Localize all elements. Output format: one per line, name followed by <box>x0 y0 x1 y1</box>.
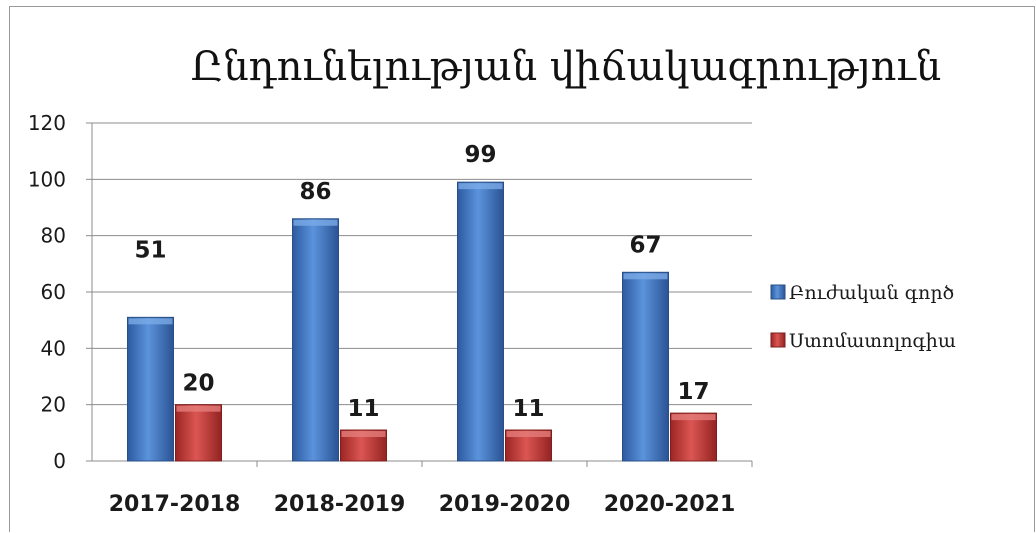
y-tick-label: 0 <box>53 449 66 473</box>
data-label: 86 <box>299 179 331 205</box>
data-label: 11 <box>512 396 544 422</box>
bar-top-highlight <box>341 431 386 438</box>
bar-top-highlight <box>176 405 221 412</box>
y-tick-label: 80 <box>41 224 66 248</box>
x-category-label: 2020-2021 <box>604 492 736 517</box>
y-tick-label: 60 <box>41 280 66 304</box>
bars <box>127 181 717 462</box>
data-label: 20 <box>182 371 214 397</box>
y-tick-label: 100 <box>28 167 66 191</box>
x-category-label: 2017-2018 <box>109 492 241 517</box>
legend-label: Ստոմատոլոգիա <box>789 330 956 352</box>
chart-frame <box>9 6 1035 532</box>
x-category-label: 2019-2020 <box>439 492 571 517</box>
bar-top-highlight <box>506 431 551 438</box>
bar-top-highlight <box>458 183 503 190</box>
bar-top-highlight <box>293 219 338 226</box>
bar-series-0 <box>127 316 174 462</box>
x-category-label: 2018-2019 <box>274 492 406 517</box>
data-label: 11 <box>347 396 379 422</box>
bar-top-highlight <box>671 414 716 421</box>
legend-swatch <box>770 332 786 348</box>
y-tick-label: 120 <box>28 111 66 135</box>
data-label: 17 <box>677 379 709 405</box>
data-label: 99 <box>464 142 496 168</box>
legend-label: Բուժական գործ <box>789 282 954 304</box>
data-labels: 51 20 86 11 99 11 67 17 <box>134 142 709 422</box>
chart-title: Ընդունելության վիճակագրություն <box>191 44 941 90</box>
bar-series-0 <box>457 181 504 462</box>
y-axis-ticks: 0 20 40 60 80 100 120 <box>28 111 66 473</box>
x-axis-categories: 2017-2018 2018-2019 2019-2020 2020-2021 <box>109 492 736 517</box>
y-tick-label: 20 <box>41 393 66 417</box>
bar-top-highlight <box>128 318 173 325</box>
legend: Բուժական գործ Ստոմատոլոգիա <box>770 282 956 352</box>
data-label: 67 <box>629 232 661 258</box>
y-tick-label: 40 <box>41 336 66 360</box>
bar-series-0 <box>292 218 339 462</box>
data-label: 51 <box>134 237 166 263</box>
legend-swatch <box>770 284 786 300</box>
bar-series-1 <box>670 412 717 462</box>
bar-top-highlight <box>623 273 668 280</box>
bar-series-1 <box>175 404 222 462</box>
bar-series-0 <box>622 271 669 462</box>
